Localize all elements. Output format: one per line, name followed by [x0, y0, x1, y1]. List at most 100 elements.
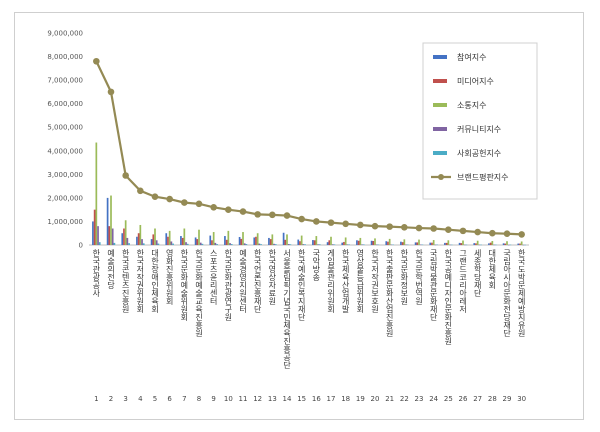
category-index: 9 — [211, 395, 215, 403]
bar-2-3 — [123, 228, 125, 245]
bar-4-25 — [449, 244, 451, 246]
bar-3-1 — [95, 142, 98, 245]
category-label: 한국문학번역원 — [414, 249, 423, 305]
legend-swatch-5 — [433, 151, 447, 155]
brand-index-point-29 — [503, 230, 511, 237]
y-tick-label: 0 — [79, 242, 83, 250]
legend-swatch-3 — [433, 103, 447, 107]
bar-2-21 — [387, 241, 389, 245]
brand-index-point-15 — [298, 215, 305, 223]
brand-index-point-21 — [386, 223, 393, 230]
bar-1-2 — [106, 197, 109, 245]
bar-5-30 — [524, 244, 526, 246]
brand-index-point-26 — [459, 227, 467, 235]
bar-2-4 — [137, 233, 140, 245]
bar-2-30 — [519, 243, 521, 245]
category-label: 한국문화예술교육진흥원 — [194, 249, 203, 337]
bar-2-19 — [357, 240, 360, 245]
bar-5-15 — [304, 244, 306, 245]
legend-label: 미디어지수 — [457, 76, 494, 86]
category-index: 25 — [444, 395, 453, 403]
brand-index-point-25 — [445, 226, 452, 233]
category-label: 한국문화정보원 — [400, 249, 409, 305]
brand-index-line — [93, 57, 525, 238]
category-index: 15 — [297, 395, 306, 403]
bar-2-28 — [489, 242, 492, 245]
legend-box — [422, 42, 538, 200]
bar-4-24 — [434, 244, 437, 246]
category-index: 29 — [503, 395, 512, 403]
y-tick-label: 5,000,000 — [47, 124, 83, 132]
bar-5-14 — [289, 244, 292, 245]
bar-2-12 — [255, 236, 257, 245]
brand-index-point-8 — [195, 200, 203, 208]
bar-1-29 — [502, 243, 505, 245]
bar-4-30 — [522, 244, 525, 246]
bar-2-8 — [196, 239, 199, 245]
bar-4-11 — [243, 243, 246, 245]
category-index: 3 — [123, 395, 127, 403]
bar-5-19 — [362, 244, 365, 245]
category-label: 국립박물관문화재단 — [429, 249, 438, 321]
bar-2-5 — [152, 234, 155, 245]
brand-index-point-6 — [166, 195, 173, 203]
bar-3-28 — [491, 240, 494, 245]
bar-1-16 — [312, 240, 314, 245]
category-label: 영화진흥위원회 — [165, 248, 174, 306]
category-label: 영상물등급위원회 — [356, 248, 365, 314]
bar-1-20 — [370, 240, 373, 245]
bar-3-2 — [110, 195, 112, 245]
brand-index-point-28 — [489, 229, 496, 237]
category-label: 한국문화관광연구원 — [224, 249, 233, 321]
category-index: 22 — [400, 395, 409, 403]
bar-4-22 — [405, 244, 407, 246]
category-label: 서울올림픽기념국민체육진흥공단 — [282, 249, 291, 369]
category-index: 2 — [109, 395, 113, 403]
category-label: 대한장애인체육회 — [150, 249, 159, 314]
bar-4-14 — [287, 244, 290, 245]
bar-2-11 — [240, 238, 243, 245]
bar-5-7 — [186, 243, 189, 245]
brand-index-point-17 — [327, 219, 335, 226]
brand-index-point-3 — [122, 172, 129, 179]
bar-3-24 — [432, 240, 435, 245]
bar-2-29 — [504, 243, 507, 245]
bar-5-4 — [142, 243, 145, 245]
category-label: 한국콘텐츠진흥원 — [121, 249, 130, 313]
category-label: 그랜드코리아레저 — [458, 249, 467, 314]
category-label: 한국공예디자인문화진흥원 — [444, 249, 453, 345]
category-label: 스포츠윤리센터 — [209, 249, 218, 306]
category-label: 한국문화예술위원회 — [180, 249, 189, 322]
bar-1-21 — [385, 241, 388, 245]
bar-3-19 — [359, 237, 362, 245]
legend-label: 소통지수 — [457, 101, 486, 110]
bar-2-13 — [269, 239, 272, 245]
category-label: 한국관광공사 — [92, 249, 101, 298]
bar-2-20 — [372, 240, 375, 245]
bar-5-5 — [157, 243, 160, 245]
bar-5-9 — [216, 244, 218, 245]
bar-3-30 — [520, 241, 523, 245]
bar-4-10 — [229, 243, 231, 245]
bar-5-24 — [436, 244, 438, 246]
category-index: 7 — [182, 395, 186, 403]
legend-label: 사회공헌지수 — [457, 149, 501, 158]
bar-2-16 — [313, 240, 316, 245]
bar-1-17 — [326, 242, 329, 245]
bar-1-30 — [517, 243, 520, 245]
bar-5-16 — [318, 244, 321, 245]
y-tick-label: 2,000,000 — [47, 194, 83, 202]
category-index: 16 — [312, 395, 321, 403]
bar-4-26 — [463, 244, 466, 246]
bar-3-3 — [124, 220, 127, 245]
bar-5-26 — [465, 244, 468, 246]
bar-3-29 — [506, 241, 508, 245]
legend-label: 브랜드평판지수 — [457, 172, 509, 182]
bar-2-25 — [445, 242, 448, 245]
bar-5-17 — [333, 244, 336, 245]
bar-1-13 — [268, 237, 270, 245]
brand-index-point-18 — [342, 220, 349, 228]
bar-3-16 — [315, 236, 318, 245]
brand-index-point-23 — [415, 224, 423, 232]
